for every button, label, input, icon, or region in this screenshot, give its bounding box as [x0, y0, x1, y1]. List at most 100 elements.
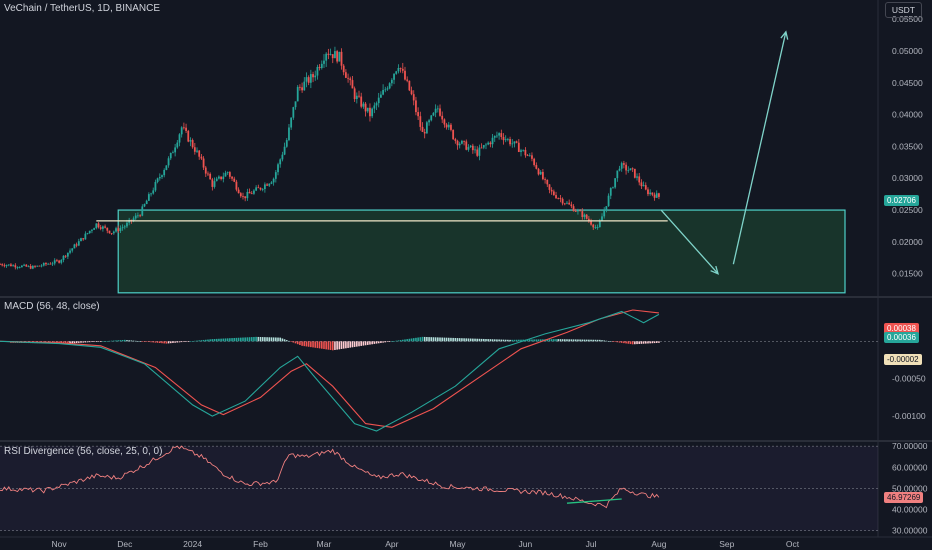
- candle-body: [108, 230, 111, 234]
- candle-body: [320, 63, 323, 69]
- candle-body: [97, 223, 100, 228]
- candle-body: [29, 265, 32, 269]
- histogram-bar: [64, 341, 67, 344]
- candle-body: [355, 95, 358, 100]
- histogram-bar: [237, 337, 240, 342]
- candle-body: [147, 194, 150, 201]
- histogram-bar: [178, 341, 181, 343]
- histogram-bar: [128, 340, 130, 342]
- candle-body: [233, 178, 236, 182]
- candle-body: [198, 150, 201, 157]
- candle-body: [165, 165, 168, 170]
- histogram-bar: [415, 337, 417, 342]
- histogram-bar: [126, 340, 128, 342]
- candle-body: [174, 147, 177, 153]
- macd-signal-label: 0.00038: [884, 323, 919, 334]
- candle-body: [412, 94, 415, 101]
- candle-body: [228, 172, 231, 177]
- candle-body: [373, 105, 376, 109]
- histogram-bar: [441, 337, 444, 342]
- candle-body: [520, 150, 522, 152]
- histogram-bar: [303, 341, 306, 347]
- candle-body: [465, 141, 468, 150]
- histogram-bar: [318, 341, 321, 349]
- candle-body: [115, 228, 117, 232]
- histogram-bar: [546, 339, 549, 342]
- candle-body: [185, 127, 187, 131]
- histogram-bar: [386, 341, 389, 342]
- candle-body: [7, 264, 10, 266]
- histogram-bar: [380, 341, 382, 343]
- candle-body: [605, 206, 608, 211]
- candle-body: [274, 172, 277, 179]
- histogram-bar: [145, 341, 148, 342]
- candle-body: [609, 188, 612, 196]
- projection-arrow-down-head: [710, 265, 720, 275]
- histogram-bar: [307, 341, 310, 347]
- histogram-bar: [272, 337, 275, 342]
- histogram-bar: [268, 337, 271, 342]
- candle-body: [12, 265, 15, 267]
- histogram-bar: [244, 337, 246, 342]
- histogram-bar: [489, 339, 492, 342]
- candle-body: [318, 66, 321, 69]
- histogram-bar: [559, 339, 562, 342]
- histogram-bar: [99, 341, 102, 342]
- histogram-bar: [242, 337, 244, 342]
- macd-line-label: 0.00036: [884, 332, 919, 343]
- histogram-bar: [450, 337, 452, 342]
- histogram-bar: [603, 340, 605, 342]
- histogram-bar: [526, 339, 529, 342]
- histogram-bar: [423, 336, 426, 342]
- candle-body: [399, 67, 402, 69]
- histogram-bar: [474, 338, 476, 342]
- candle-body: [161, 175, 163, 177]
- candle-body: [456, 140, 459, 146]
- histogram-bar: [209, 339, 211, 342]
- candle-body: [601, 216, 603, 222]
- candle-body: [633, 168, 636, 178]
- currency-button[interactable]: USDT: [884, 2, 922, 18]
- histogram-bar: [189, 341, 192, 342]
- candle-body: [261, 189, 264, 190]
- time-tick-label: Jun: [519, 539, 533, 549]
- histogram-bar: [323, 341, 325, 350]
- candle-body: [579, 210, 582, 212]
- histogram-bar: [469, 338, 472, 342]
- candle-body: [69, 250, 71, 253]
- histogram-bar: [130, 340, 133, 342]
- histogram-bar: [246, 337, 249, 342]
- candle-body: [526, 155, 529, 157]
- histogram-bar: [340, 341, 343, 349]
- histogram-bar: [362, 341, 365, 346]
- candle-body: [640, 182, 643, 187]
- candle-body: [242, 196, 244, 198]
- histogram-bar: [106, 341, 109, 342]
- histogram-bar: [97, 341, 100, 342]
- histogram-bar: [108, 340, 111, 342]
- histogram-bar: [609, 341, 612, 342]
- candle-body: [42, 263, 45, 266]
- histogram-bar: [461, 338, 463, 342]
- histogram-bar: [240, 337, 242, 342]
- histogram-bar: [607, 341, 610, 342]
- candle-body: [415, 100, 417, 113]
- histogram-bar: [404, 339, 406, 342]
- candle-body: [535, 165, 538, 169]
- candle-body: [141, 206, 144, 216]
- histogram-bar: [358, 341, 360, 347]
- candle-body: [450, 124, 452, 130]
- candle-body: [119, 228, 122, 232]
- candle-body: [434, 108, 437, 113]
- histogram-bar: [412, 338, 415, 342]
- candle-body: [598, 221, 601, 228]
- histogram-bar: [321, 341, 323, 349]
- candle-body: [502, 136, 505, 141]
- candle-body: [281, 154, 284, 160]
- candle-body: [290, 117, 293, 128]
- candle-body: [393, 73, 395, 80]
- candle-body: [288, 127, 290, 141]
- histogram-bar: [82, 341, 84, 343]
- candle-body: [452, 129, 455, 140]
